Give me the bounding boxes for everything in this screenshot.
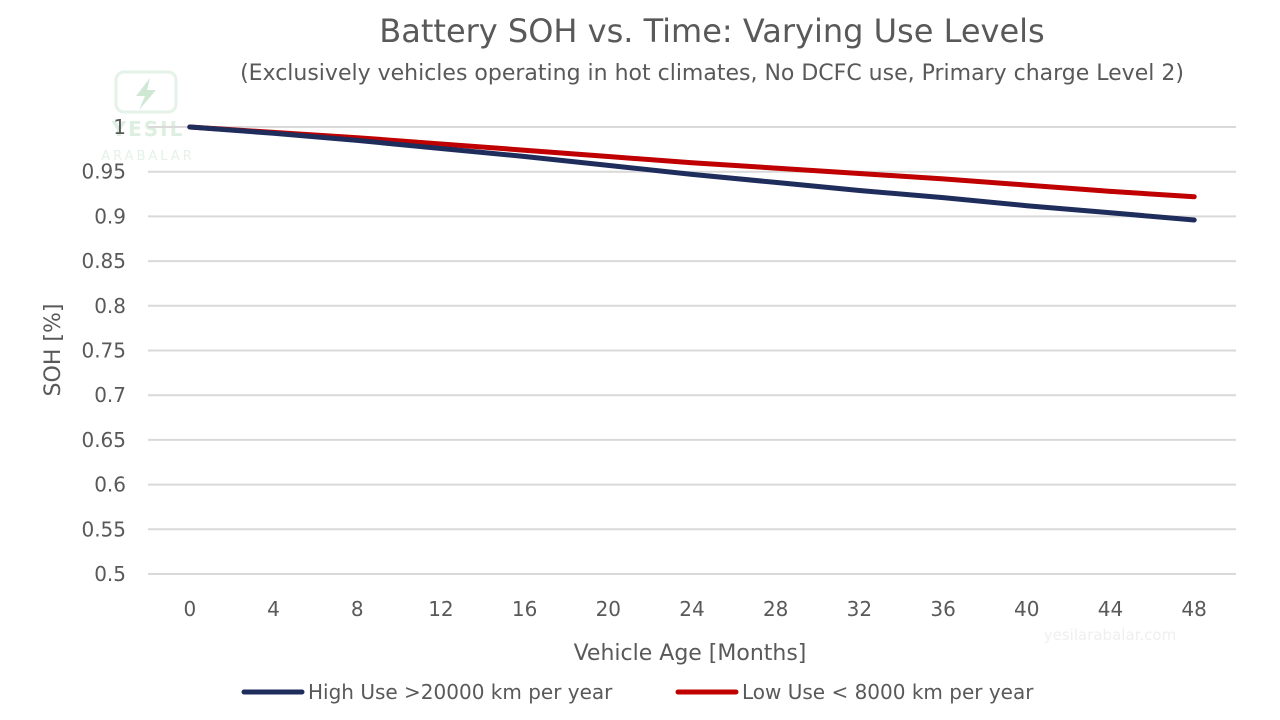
gridlines (148, 126, 1236, 575)
series-line-low-use (187, 124, 1197, 200)
watermark-brand-sub: ARABALAR (101, 149, 195, 164)
lightning-icon (136, 78, 156, 110)
x-tick-label: 8 (351, 597, 364, 621)
y-tick-label: 0.75 (81, 339, 126, 363)
x-tick-label: 12 (428, 597, 453, 621)
chart-subtitle: (Exclusively vehicles operating in hot c… (240, 61, 1184, 86)
legend-label: High Use >20000 km per year (308, 680, 613, 704)
x-tick-label: 0 (183, 597, 196, 621)
y-tick-label: 0.5 (94, 562, 126, 586)
watermark-brand: YESIL (111, 117, 185, 141)
x-tick-label: 36 (930, 597, 955, 621)
y-tick-label: 0.9 (94, 204, 126, 228)
y-tick-label: 0.55 (81, 517, 126, 541)
y-axis-ticks: 0.5 0.55 0.6 0.65 0.7 0.75 0.8 0.85 0.9 0.95 1 (81, 115, 126, 586)
y-tick-label: 0.65 (81, 428, 126, 452)
series-line-high-use (187, 124, 1197, 223)
y-tick-label: 0.6 (94, 473, 126, 497)
x-axis-label: Vehicle Age [Months] (574, 641, 807, 666)
x-tick-label: 24 (679, 597, 704, 621)
car-outline-icon (114, 70, 178, 114)
y-tick-label: 0.8 (94, 294, 126, 318)
watermark-url: yesilarabalar.com (1044, 626, 1176, 644)
x-tick-label: 32 (847, 597, 872, 621)
y-tick-label: 0.7 (94, 383, 126, 407)
series-lines (187, 124, 1197, 223)
x-tick-label: 4 (267, 597, 280, 621)
y-tick-label: 1 (113, 115, 126, 139)
chart-title: Battery SOH vs. Time: Varying Use Levels (379, 12, 1044, 50)
x-tick-label: 44 (1098, 597, 1123, 621)
x-tick-label: 40 (1014, 597, 1039, 621)
watermark-logo: YESIL ARABALAR (101, 70, 195, 164)
x-tick-label: 28 (763, 597, 788, 621)
y-tick-label: 0.85 (81, 249, 126, 273)
x-axis-ticks: 0 4 8 12 16 20 24 28 32 36 40 44 48 (183, 597, 1206, 621)
legend-label: Low Use < 8000 km per year (742, 680, 1034, 704)
x-tick-label: 20 (596, 597, 621, 621)
x-tick-label: 48 (1181, 597, 1206, 621)
x-tick-label: 16 (512, 597, 537, 621)
y-axis-label: SOH [%] (41, 304, 66, 397)
y-tick-label: 0.95 (81, 160, 126, 184)
legend: High Use >20000 km per year Low Use < 800… (241, 680, 1034, 704)
